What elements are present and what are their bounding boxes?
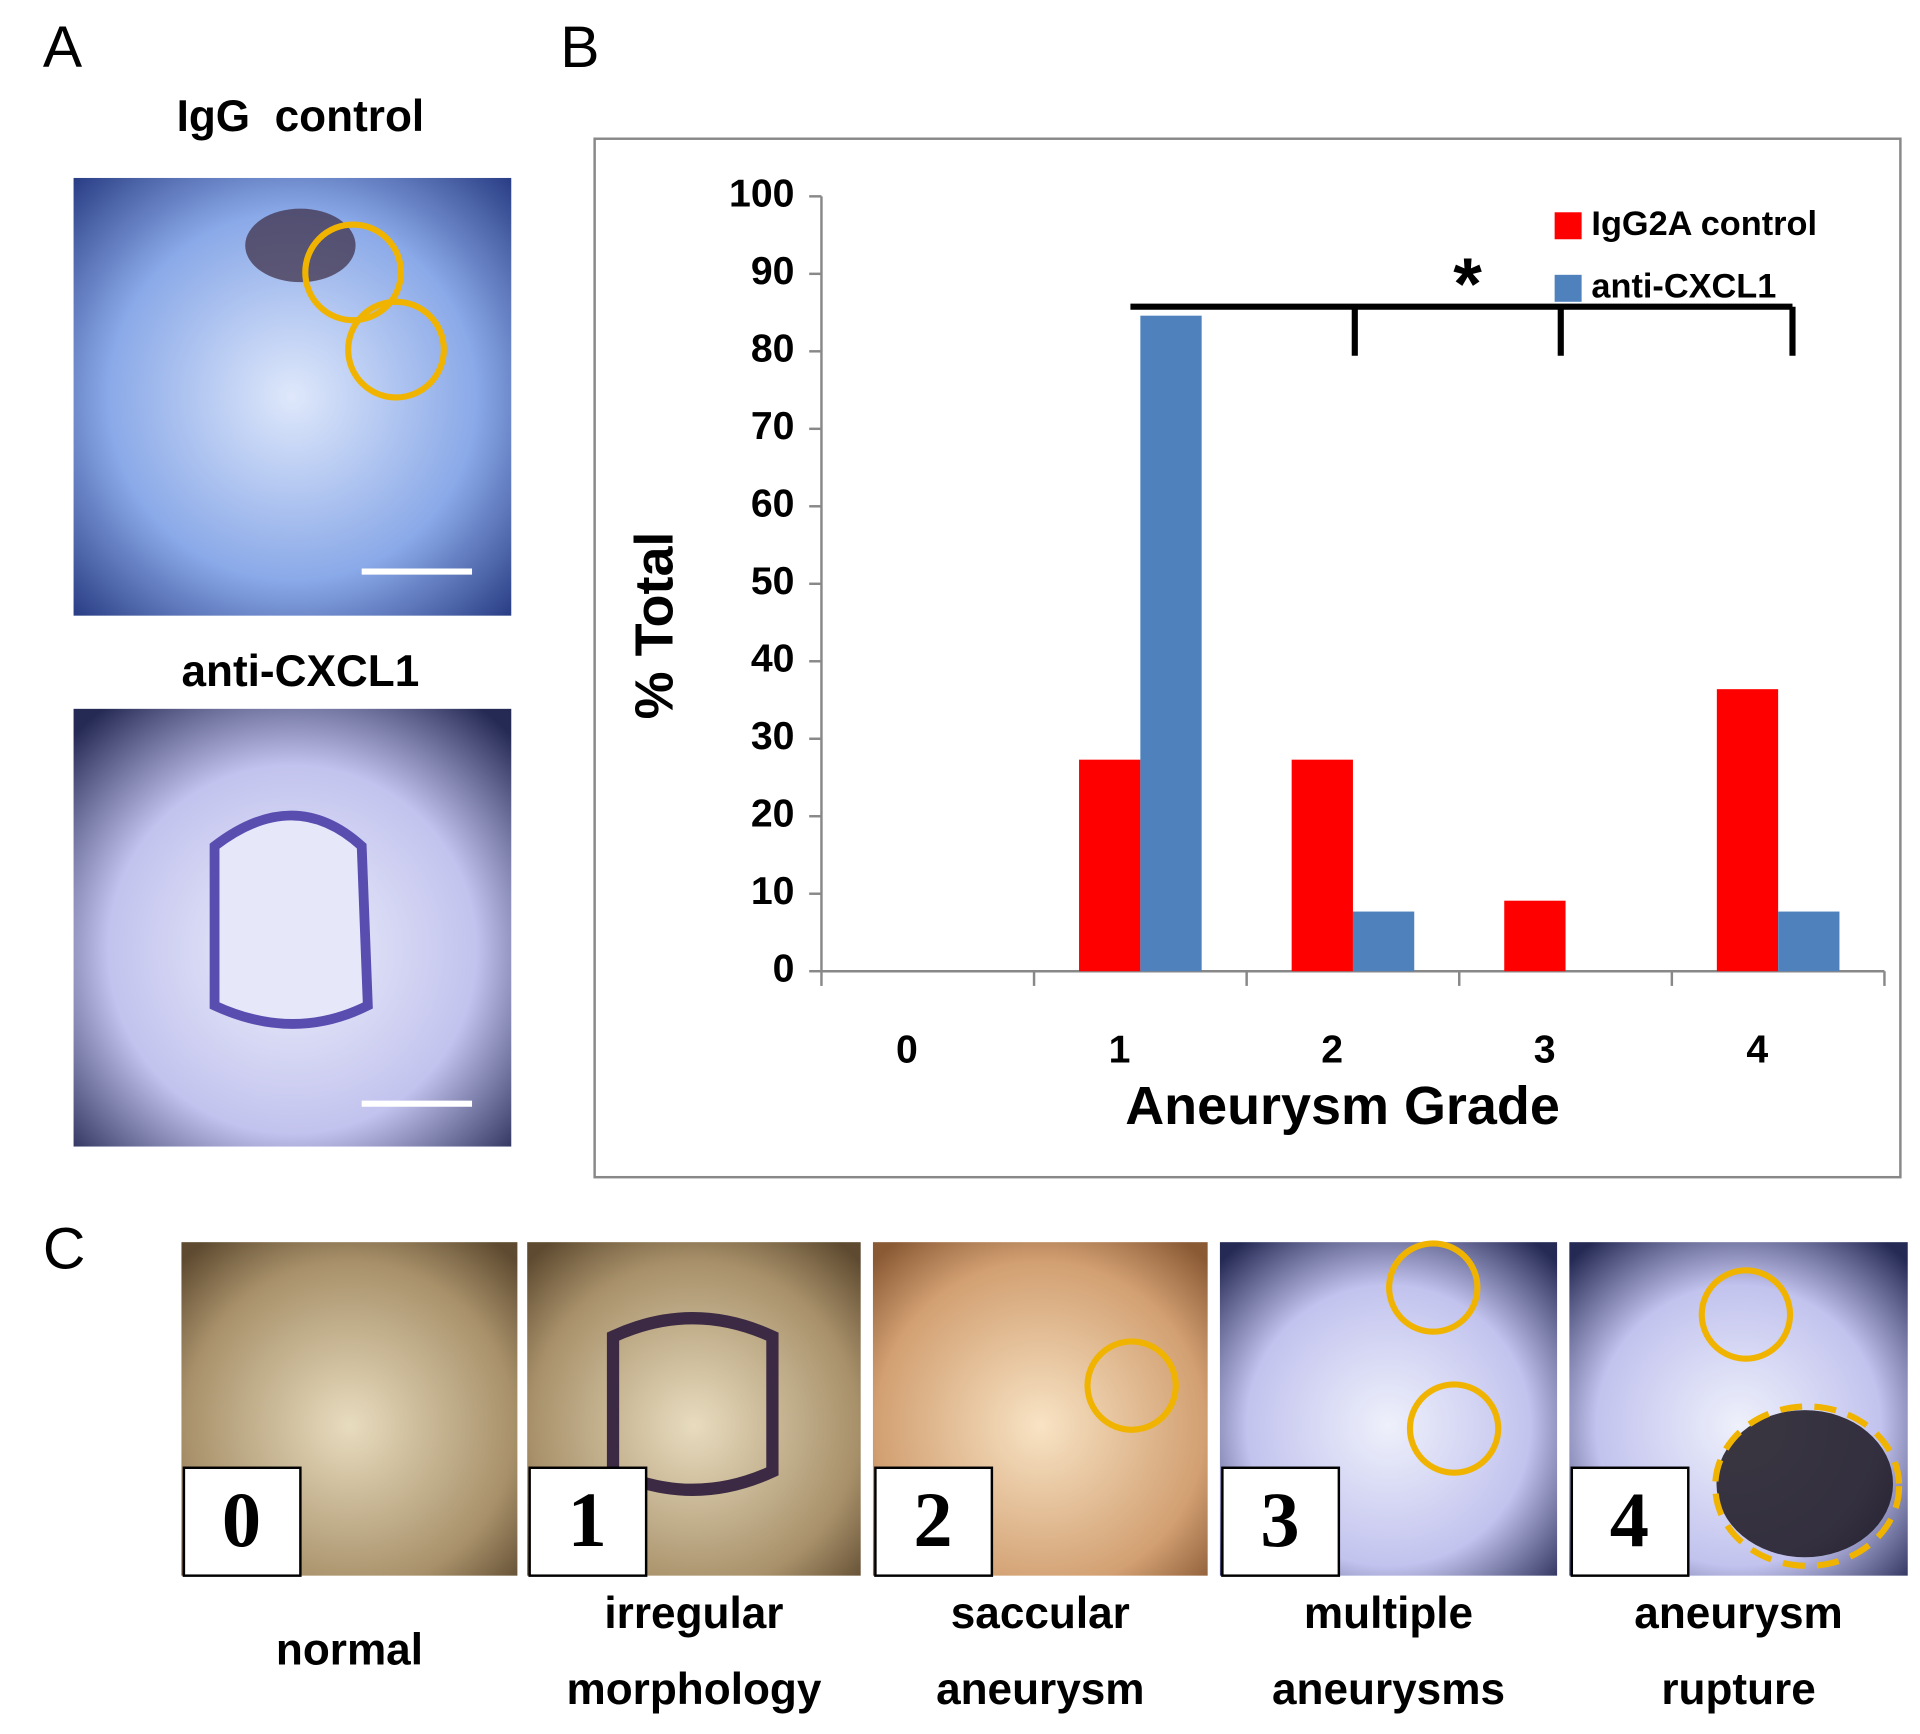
grade-number: 0 (222, 1476, 261, 1563)
bar (1716, 689, 1779, 972)
grade-number: 2 (913, 1476, 952, 1563)
grade-number: 4 (1610, 1476, 1649, 1563)
x-axis-title: Aneurysm Grade (1125, 1076, 1560, 1136)
significance-bracket (1130, 303, 1796, 356)
photo (73, 177, 512, 616)
bar (1291, 759, 1353, 972)
y-tick-label: 80 (751, 327, 795, 371)
grade-box (1570, 1466, 1690, 1577)
chart-frame (593, 137, 1902, 1179)
y-tick-label: 60 (751, 482, 795, 526)
x-tick-label: 1 (1109, 1027, 1131, 1071)
panel-label: B (560, 15, 599, 80)
grade-box (1221, 1466, 1341, 1577)
photo-row (181, 1240, 1908, 1576)
y-tick-label: 10 (751, 869, 795, 913)
y-tick-label: 50 (751, 559, 795, 603)
x-tick-label: 3 (1534, 1027, 1556, 1071)
bar (1079, 759, 1141, 972)
legend-swatch (1554, 212, 1582, 240)
grade-caption: normal (276, 1626, 423, 1675)
grade-box (874, 1466, 994, 1577)
y-tick-label: 90 (751, 249, 795, 293)
grade-caption: morphology (566, 1665, 821, 1714)
y-tick-label: 40 (751, 637, 795, 681)
y-tick-label: 20 (751, 792, 795, 836)
bar (1778, 911, 1840, 972)
grade-caption: multiple (1304, 1589, 1473, 1638)
grade-caption: aneurysm (936, 1665, 1144, 1714)
y-tick-label: 30 (751, 714, 795, 758)
grade-number: 3 (1260, 1476, 1299, 1563)
legend-label: IgG2A control (1591, 205, 1817, 243)
grade-caption: saccular (951, 1589, 1130, 1638)
grade-number: 1 (568, 1476, 607, 1563)
x-tick-label: 0 (896, 1027, 918, 1071)
grade-caption: aneurysms (1272, 1665, 1505, 1714)
x-tick-label: 4 (1746, 1027, 1768, 1071)
bar (1504, 900, 1566, 972)
photo-caption: anti-CXCL1 (181, 647, 419, 696)
significance-marker: * (1453, 242, 1482, 325)
grade-caption: irregular (604, 1589, 783, 1638)
grade-box (528, 1466, 648, 1577)
bar (1140, 315, 1202, 972)
photo-caption: IgG control (177, 92, 425, 141)
panel-label: C (43, 1217, 86, 1282)
legend-swatch (1554, 274, 1582, 302)
y-tick-label: 70 (751, 404, 795, 448)
grade-caption: rupture (1661, 1665, 1815, 1714)
x-tick-label: 2 (1321, 1027, 1343, 1071)
y-tick-label: 0 (773, 947, 795, 991)
grade-caption: aneurysm (1634, 1589, 1842, 1638)
y-tick-label: 100 (729, 172, 794, 216)
panel-label: A (43, 15, 83, 80)
bar (1352, 911, 1415, 972)
photo (73, 708, 512, 1147)
legend-label: anti-CXCL1 (1591, 267, 1776, 305)
grade-box (182, 1466, 302, 1577)
y-axis-title: % Total (625, 532, 685, 720)
